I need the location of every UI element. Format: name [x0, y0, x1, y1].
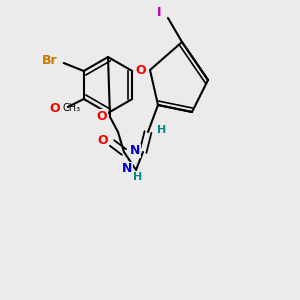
Text: O: O	[49, 101, 60, 115]
Text: H: H	[134, 172, 142, 182]
Text: O: O	[97, 110, 107, 122]
Text: O: O	[98, 134, 108, 148]
Text: I: I	[157, 5, 161, 19]
Text: H: H	[158, 125, 166, 135]
Text: CH₃: CH₃	[63, 103, 81, 113]
Text: N: N	[122, 163, 132, 176]
Text: O: O	[136, 64, 146, 76]
Text: Br: Br	[42, 55, 58, 68]
Text: N: N	[130, 145, 140, 158]
